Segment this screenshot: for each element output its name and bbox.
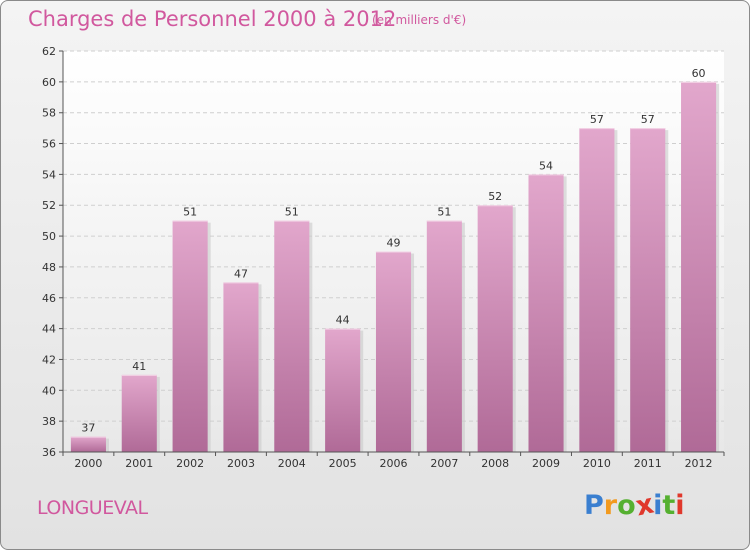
bar: [172, 220, 208, 452]
bar: [121, 374, 157, 452]
y-tick-label: 60: [42, 76, 56, 89]
y-tick-label: 62: [42, 45, 56, 58]
x-tick-label: 2012: [685, 457, 713, 470]
bar: [477, 205, 513, 452]
y-tick-label: 40: [42, 384, 56, 397]
data-label: 57: [590, 113, 604, 126]
data-label: 37: [81, 422, 95, 435]
logo-letter: t: [662, 490, 676, 521]
bar: [426, 220, 462, 452]
y-tick-label: 56: [42, 138, 56, 151]
chart-title: Charges de Personnel 2000 à 2012: [28, 7, 397, 31]
y-tick-label: 44: [42, 323, 56, 336]
data-label: 54: [539, 159, 553, 172]
data-label: 51: [285, 206, 299, 219]
data-label: 51: [437, 206, 451, 219]
data-label: 44: [336, 314, 350, 327]
bars: 37 41 51 47 51 44 49 51 52 54 57 57 60: [70, 67, 720, 452]
y-tick-label: 46: [42, 292, 56, 305]
x-tick-label: 2000: [74, 457, 102, 470]
bar: [375, 251, 412, 452]
bar: [681, 81, 717, 452]
axes: 36 38 40 42 44 46 48 50 52 54 56 58 60 62 2000 2001 2002…: [42, 45, 725, 470]
bar: [528, 174, 564, 452]
x-tick-label: 2006: [380, 457, 408, 470]
x-tick-label: 2007: [430, 457, 458, 470]
bar: [70, 436, 106, 452]
logo-letter: i: [653, 490, 663, 521]
logo-letter: o: [617, 490, 636, 521]
data-label: 41: [132, 360, 146, 373]
y-tick-label: 54: [42, 168, 56, 181]
chart-subtitle: (en milliers d'€): [372, 13, 467, 27]
y-tick-label: 58: [42, 107, 56, 120]
x-tick-label: 2005: [329, 457, 357, 470]
x-tick-label: 2009: [532, 457, 560, 470]
data-label: 49: [387, 237, 401, 250]
logo-letter: r: [603, 490, 618, 521]
y-tick-label: 48: [42, 261, 56, 274]
data-label: 51: [183, 206, 197, 219]
y-tick-label: 50: [42, 230, 56, 243]
x-tick-label: 2010: [583, 457, 611, 470]
data-label: 52: [488, 190, 502, 203]
bar: [579, 128, 615, 452]
y-tick-label: 52: [42, 199, 56, 212]
x-tick-label: 2001: [125, 457, 153, 470]
data-label: 47: [234, 267, 248, 280]
y-tick-label: 38: [42, 415, 56, 428]
bar: [630, 128, 666, 452]
proxiti-logo[interactable]: Proxiti: [584, 489, 685, 523]
data-label: 57: [641, 113, 655, 126]
logo-letter: i: [675, 490, 685, 521]
data-label: 60: [692, 67, 706, 80]
bar: [274, 220, 310, 452]
bar: [223, 282, 259, 452]
commune-name: LONGUEVAL: [37, 497, 148, 519]
x-tick-label: 2011: [634, 457, 662, 470]
logo-letter: P: [584, 490, 604, 521]
x-tick-label: 2003: [227, 457, 255, 470]
x-tick-label: 2004: [278, 457, 306, 470]
x-tick-label: 2002: [176, 457, 204, 470]
y-tick-label: 42: [42, 353, 56, 366]
y-tick-label: 36: [42, 446, 56, 459]
x-tick-label: 2008: [481, 457, 509, 470]
bar: [325, 328, 361, 452]
